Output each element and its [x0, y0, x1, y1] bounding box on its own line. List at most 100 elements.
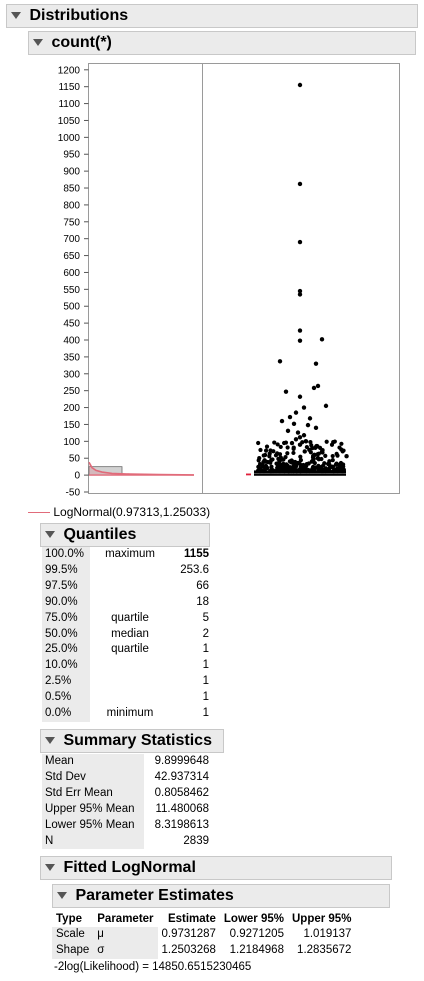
column-header[interactable]: Type [52, 910, 93, 927]
summary-row: Upper 95% Mean 11.480068 [42, 802, 212, 818]
quantile-value: 1 [170, 674, 212, 690]
outlier-point [316, 467, 320, 471]
outlier-point [303, 449, 307, 453]
outlier-point [289, 468, 293, 472]
disclosure-triangle-icon[interactable] [33, 39, 43, 46]
outlier-point [331, 454, 335, 458]
outlier-point [298, 338, 302, 342]
parameter-row: Shape σ 1.2503268 1.2184968 1.2835672 [52, 943, 355, 959]
y-tick-label: 650 [63, 251, 80, 262]
disclosure-triangle-icon[interactable] [11, 12, 21, 19]
quantile-percent: 99.5% [42, 563, 90, 579]
summary-title: Summary Statistics [63, 732, 212, 749]
quantile-value: 1 [170, 690, 212, 706]
parameter-param: μ [93, 927, 157, 943]
outlier-point [256, 441, 260, 445]
summary-header[interactable]: Summary Statistics [40, 729, 224, 753]
summary-value: 8.3198613 [144, 818, 212, 834]
parameter-header-row: Type Parameter Estimate Lower 95% Upper 95% [52, 910, 355, 927]
quantile-value: 253.6 [170, 563, 212, 579]
quantile-name: quartile [90, 642, 170, 658]
outlier-point [298, 469, 302, 473]
summary-value: 11.480068 [144, 802, 212, 818]
outlier-point [312, 386, 316, 390]
outlier-point [304, 439, 308, 443]
quantile-percent: 0.5% [42, 690, 90, 706]
outlier-point [276, 457, 280, 461]
quantile-value: 2 [170, 627, 212, 643]
y-tick-label: 1050 [58, 116, 81, 127]
outlier-point [298, 83, 302, 87]
outlier-point [290, 459, 294, 463]
legend-line-icon [28, 512, 50, 513]
param-header[interactable]: Parameter Estimates [52, 884, 390, 908]
outlier-point [268, 452, 272, 456]
quantiles-header[interactable]: Quantiles [40, 523, 210, 547]
outlier-point [298, 435, 302, 439]
variable-header[interactable]: count(*) [28, 31, 416, 55]
outlier-point [296, 430, 300, 434]
quantile-name [90, 658, 170, 674]
outlier-point [304, 469, 308, 473]
column-header[interactable]: Estimate [158, 910, 220, 927]
outlier-point [314, 361, 318, 365]
y-tick-label: 300 [63, 369, 80, 380]
y-tick-label: 1100 [58, 99, 80, 110]
summary-row: Lower 95% Mean 8.3198613 [42, 818, 212, 834]
outlier-point [276, 466, 280, 470]
y-tick-label: 500 [63, 302, 80, 313]
outlier-point [284, 389, 288, 393]
quantile-row: 10.0% 1 [42, 658, 212, 674]
disclosure-triangle-icon[interactable] [57, 892, 67, 899]
quantile-name [90, 595, 170, 611]
outlier-point [264, 449, 268, 453]
outlier-point [294, 461, 298, 465]
disclosure-triangle-icon[interactable] [45, 864, 55, 871]
y-tick-label: 1000 [58, 133, 81, 144]
outlier-point [316, 456, 320, 460]
column-header[interactable]: Lower 95% [220, 910, 288, 927]
y-tick-label: 700 [63, 234, 80, 245]
outlier-point [333, 439, 337, 443]
outlier-point [298, 240, 302, 244]
outlier-point [320, 450, 324, 454]
y-tick-label: 250 [63, 386, 80, 397]
outlier-point [271, 468, 275, 472]
outlier-point [325, 440, 329, 444]
outlier-point [280, 419, 284, 423]
quantile-row: 2.5% 1 [42, 674, 212, 690]
quantile-row: 25.0% quartile 1 [42, 642, 212, 658]
column-header[interactable]: Upper 95% [288, 910, 355, 927]
parameter-upper: 1.019137 [288, 927, 355, 943]
outlier-point [308, 440, 312, 444]
outlier-point [306, 423, 310, 427]
outlier-point [326, 462, 330, 466]
summary-row: Std Err Mean 0.8058462 [42, 786, 212, 802]
quantile-percent: 50.0% [42, 627, 90, 643]
quantile-name: quartile [90, 611, 170, 627]
y-tick-label: 350 [63, 352, 80, 363]
distributions-header[interactable]: Distributions [6, 4, 418, 28]
parameter-type: Shape [52, 943, 93, 959]
quantile-name: median [90, 627, 170, 643]
disclosure-triangle-icon[interactable] [45, 737, 55, 744]
outlier-point [282, 441, 286, 445]
quantile-name [90, 579, 170, 595]
y-tick-label: 900 [63, 167, 80, 178]
distribution-plot: 1200115011001050100095090085080075070065… [0, 60, 424, 500]
outlier-point [269, 465, 273, 469]
quantiles-table: 100.0% maximum 1155 99.5% 253.6 97.5% 66 90.0% 1… [42, 547, 212, 722]
y-tick-label: 0 [74, 471, 80, 482]
y-tick-label: 550 [63, 285, 80, 296]
y-tick-label: 800 [63, 200, 80, 211]
column-header[interactable]: Parameter [93, 910, 157, 927]
outlier-point [257, 456, 261, 460]
fitted-title: Fitted LogNormal [63, 859, 195, 876]
summary-row: N 2839 [42, 834, 212, 850]
disclosure-triangle-icon[interactable] [45, 531, 55, 538]
fitted-header[interactable]: Fitted LogNormal [40, 856, 392, 880]
outlier-point [342, 468, 346, 472]
outlier-point [276, 442, 280, 446]
parameter-table: Type Parameter Estimate Lower 95% Upper 95% S… [52, 910, 355, 959]
outlier-point [298, 443, 302, 447]
